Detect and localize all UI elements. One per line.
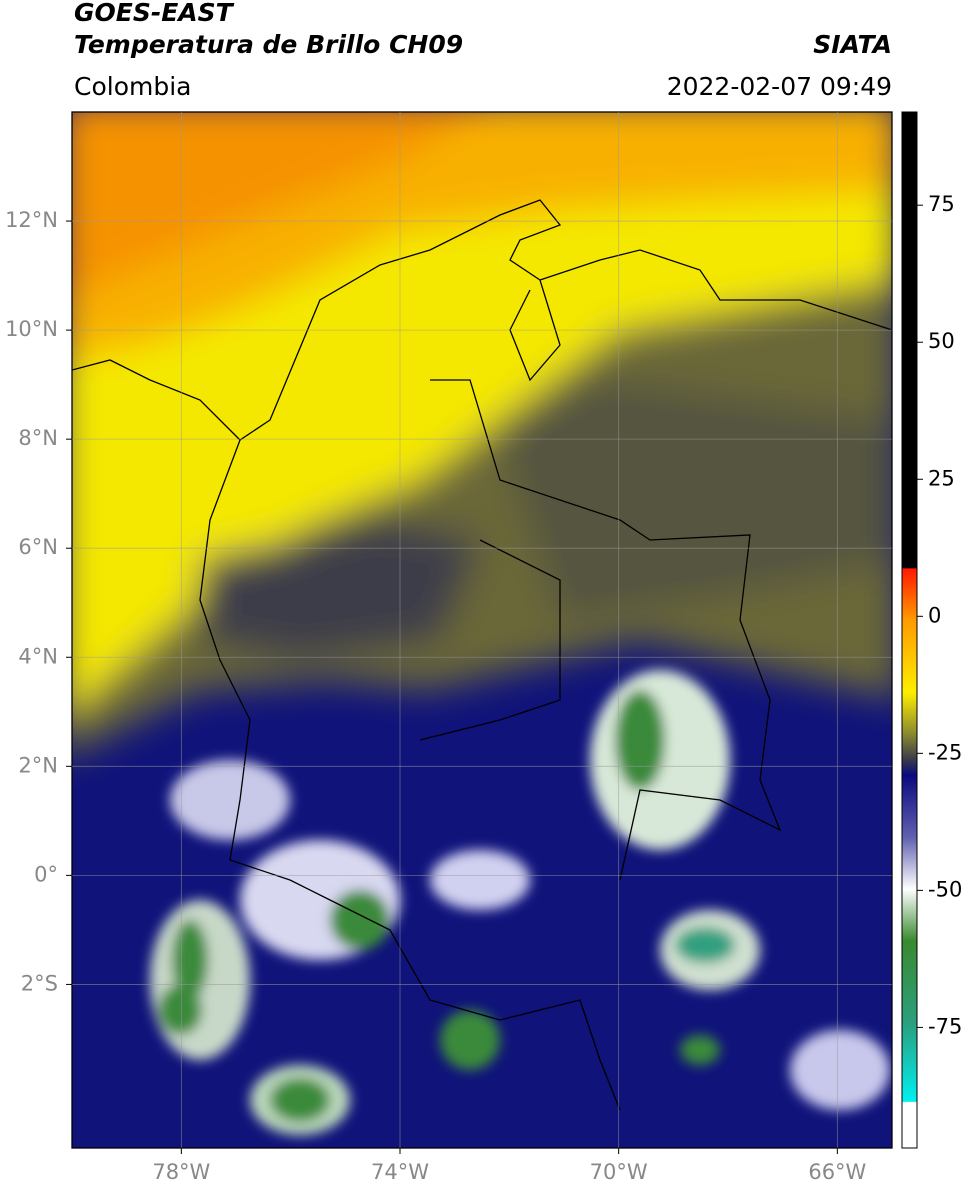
subtitle: Temperatura de Brillo CH09 [74, 30, 463, 59]
map-frame [71, 111, 893, 1149]
coastlines [72, 199, 892, 1111]
datetime: 2022-02-07 09:49 [667, 72, 892, 101]
colorbar [901, 111, 918, 1149]
satellite-image [72, 112, 892, 1148]
y-tick-label: 2°S [21, 971, 58, 995]
y-tick-label: 6°N [18, 535, 58, 559]
region: Colombia [74, 72, 191, 101]
y-tick-label: 12°N [5, 208, 58, 232]
x-tick-label: 78°W [152, 1160, 210, 1184]
y-tick-label: 8°N [18, 426, 58, 450]
colorbar-tick-label: -75 [928, 1014, 962, 1038]
colorbar-tick-label: 0 [928, 603, 941, 627]
colorbar-tick-label: -50 [928, 877, 962, 901]
x-tick-label: 66°W [808, 1160, 866, 1184]
y-tick-label: 10°N [5, 317, 58, 341]
colorbar-tick-label: 75 [928, 192, 955, 216]
y-tick-label: 2°N [18, 753, 58, 777]
y-tick-label: 0° [34, 862, 58, 886]
colorbar-tick-label: 50 [928, 329, 955, 353]
x-tick-label: 70°W [590, 1160, 648, 1184]
source: SIATA [813, 30, 892, 59]
colorbar-tick-label: 25 [928, 466, 955, 490]
x-tick-label: 74°W [371, 1160, 429, 1184]
y-tick-label: 4°N [18, 644, 58, 668]
colorbar-tick-label: -25 [928, 740, 962, 764]
title: GOES-EAST [74, 0, 235, 27]
